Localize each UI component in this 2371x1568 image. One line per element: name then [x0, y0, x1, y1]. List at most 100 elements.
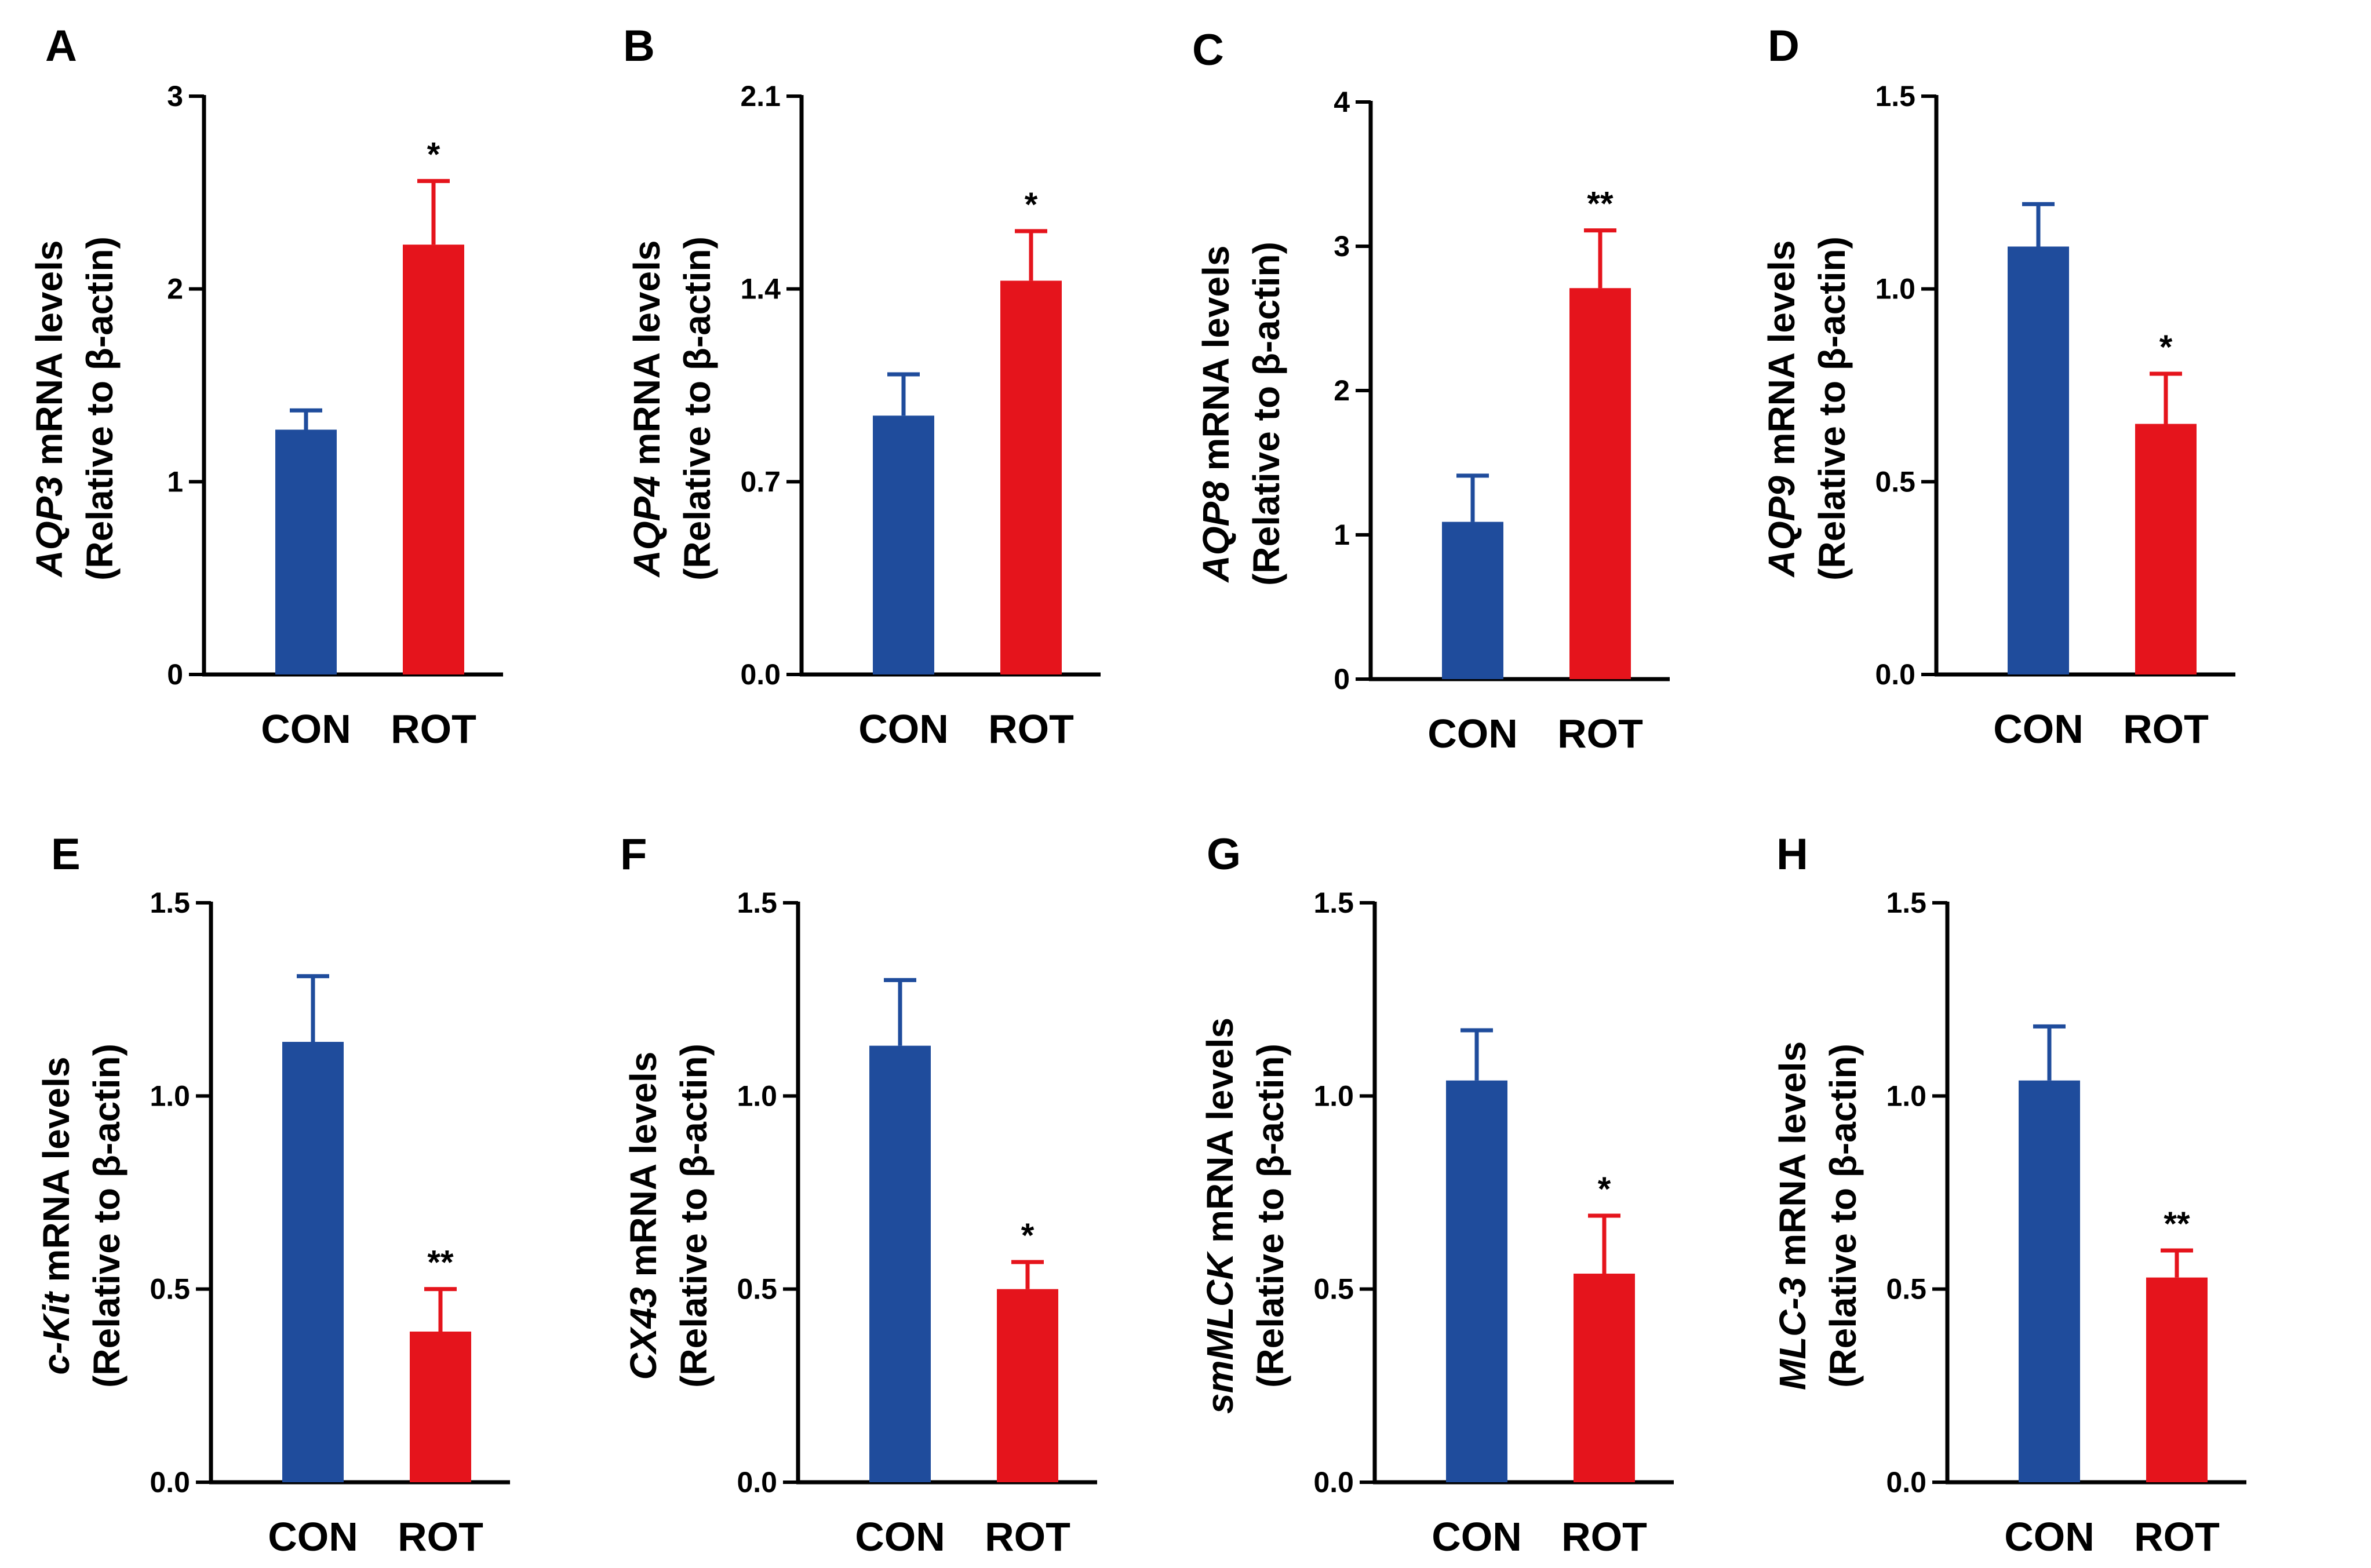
x-tick-label: CON	[2004, 1514, 2095, 1559]
y-axis-label-suffix: mRNA levels	[1761, 240, 1802, 476]
y-axis-label-sub: (Relative to β-actin)	[1245, 242, 1287, 586]
y-axis-label-gene: AQP3	[28, 476, 70, 578]
y-axis-label-gene: CX43	[622, 1287, 664, 1380]
x-tick-label: CON	[1427, 711, 1518, 756]
y-tick-label: 0.7	[740, 465, 781, 498]
bar-con	[873, 415, 934, 674]
y-axis-label-suffix: mRNA levels	[28, 240, 70, 476]
panel-e: E 0.0 0.5 1.0 1.5 CON ** ROT c-Kit mRNA levels (R…	[35, 830, 510, 1559]
bar-con	[2019, 1080, 2080, 1482]
y-tick-label: 1.5	[1313, 887, 1354, 919]
panel-letter: A	[45, 21, 77, 71]
panel-letter: D	[1768, 21, 1800, 71]
bar-con	[275, 429, 337, 674]
y-axis-label: AQP3 mRNA levels	[28, 240, 70, 578]
y-tick-label: 0.5	[150, 1273, 190, 1306]
y-tick-label: 0.0	[1886, 1466, 1926, 1498]
y-tick-label: 1.5	[1875, 80, 1915, 112]
y-tick-label: 0.5	[1886, 1273, 1926, 1306]
y-tick-label: 1.0	[1313, 1080, 1354, 1112]
x-tick-label: CON	[1993, 706, 2084, 752]
y-tick-label: 0.5	[1313, 1273, 1354, 1306]
y-tick-label: 3	[1334, 230, 1350, 262]
y-tick-label: 0	[167, 658, 183, 691]
x-tick-label: CON	[268, 1514, 358, 1559]
bar-con	[869, 1045, 931, 1482]
y-tick-label: 2.1	[740, 80, 781, 112]
x-tick-label: ROT	[398, 1514, 483, 1559]
y-axis-label-suffix: mRNA levels	[35, 1057, 77, 1293]
y-tick-label: 1.5	[1886, 887, 1926, 919]
bar-rot	[1000, 280, 1062, 674]
bar-rot	[2135, 424, 2197, 674]
y-tick-label: 1	[167, 465, 183, 498]
y-tick-label: 1.4	[740, 273, 781, 305]
y-axis-label-sub: (Relative to β-actin)	[676, 236, 718, 581]
x-tick-label: CON	[855, 1514, 945, 1559]
y-axis-label-sub: (Relative to β-actin)	[86, 1044, 128, 1388]
y-axis-label-gene: c-Kit	[35, 1291, 77, 1375]
x-tick-label: ROT	[391, 706, 476, 752]
x-tick-label: ROT	[1557, 711, 1643, 756]
bar-rot	[403, 245, 464, 674]
panel-letter: E	[51, 830, 81, 879]
y-axis-label: MLC-3 mRNA levels	[1772, 1041, 1813, 1390]
bar-rot	[410, 1332, 471, 1482]
y-axis-label-sub: (Relative to β-actin)	[1250, 1044, 1291, 1388]
panel-b: B 0.0 0.7 1.4 2.1 CON * ROT AQP4 mRNA levels (Rel…	[623, 21, 1101, 752]
y-tick-label: 1.5	[150, 887, 190, 919]
significance-label: *	[1021, 1217, 1035, 1255]
y-axis-label: AQP9 mRNA levels	[1761, 240, 1802, 578]
y-tick-label: 1	[1334, 519, 1350, 551]
y-tick-label: 0.5	[737, 1273, 777, 1306]
panel-c: C 0 1 2 3 4 CON ** ROT AQP8 mRNA levels (Relative …	[1192, 25, 1670, 756]
significance-label: **	[1587, 185, 1614, 223]
panel-f: F 0.0 0.5 1.0 1.5 CON * ROT CX43 mRNA levels (Rel…	[620, 830, 1097, 1559]
bar-con	[1442, 522, 1503, 679]
x-tick-label: ROT	[2123, 706, 2209, 752]
y-axis-label-suffix: mRNA levels	[626, 240, 668, 476]
panel-letter: H	[1776, 830, 1808, 879]
y-tick-label: 0.0	[740, 658, 781, 691]
significance-label: **	[2164, 1205, 2190, 1243]
y-axis-label: smMLCK mRNA levels	[1199, 1018, 1241, 1414]
y-axis-label-sub: (Relative to β-actin)	[79, 236, 121, 581]
x-tick-label: ROT	[988, 706, 1074, 752]
y-tick-label: 1.0	[150, 1080, 190, 1112]
panel-letter: F	[620, 830, 647, 879]
x-tick-label: CON	[858, 706, 949, 752]
y-axis-label-sub: (Relative to β-actin)	[1811, 236, 1853, 581]
panel-a: A 0 1 2 3 CON * ROT AQP3 mRNA levels (Relative to…	[28, 21, 503, 752]
panel-h: H 0.0 0.5 1.0 1.5 CON ** ROT MLC-3 mRNA levels (R…	[1772, 830, 2246, 1559]
y-axis-label-suffix: mRNA levels	[1772, 1041, 1813, 1277]
x-tick-label: ROT	[2134, 1514, 2220, 1559]
y-axis-label-gene: MLC-3	[1772, 1277, 1813, 1391]
bar-rot	[1574, 1274, 1635, 1482]
panel-letter: C	[1192, 25, 1224, 75]
y-tick-label: 1.5	[737, 887, 777, 919]
y-axis-label-gene: AQP8	[1195, 481, 1237, 584]
y-axis-label-gene: AQP4	[626, 476, 668, 578]
y-tick-label: 2	[167, 273, 183, 305]
y-tick-label: 1.0	[1886, 1080, 1926, 1112]
bar-con	[2008, 246, 2069, 675]
bar-rot	[997, 1289, 1058, 1482]
significance-label: *	[1598, 1170, 1611, 1208]
y-axis-label-gene: smMLCK	[1199, 1250, 1241, 1414]
panel-d: D 0.0 0.5 1.0 1.5 CON * ROT AQP9 mRNA levels (Rel…	[1761, 21, 2235, 752]
y-axis-label: AQP4 mRNA levels	[626, 240, 668, 578]
y-axis-label: c-Kit mRNA levels	[35, 1057, 77, 1375]
x-tick-label: ROT	[1561, 1514, 1647, 1559]
bar-rot	[1569, 288, 1631, 680]
y-tick-label: 0.0	[1875, 658, 1915, 691]
y-axis-label-suffix: mRNA levels	[622, 1052, 664, 1288]
x-tick-label: CON	[1432, 1514, 1522, 1559]
y-tick-label: 4	[1334, 86, 1350, 118]
y-tick-label: 3	[167, 80, 183, 112]
significance-label: **	[427, 1244, 454, 1282]
y-tick-label: 0.0	[150, 1466, 190, 1498]
bar-con	[1446, 1080, 1507, 1482]
panel-letter: G	[1207, 830, 1241, 879]
y-axis-label: CX43 mRNA levels	[622, 1052, 664, 1380]
